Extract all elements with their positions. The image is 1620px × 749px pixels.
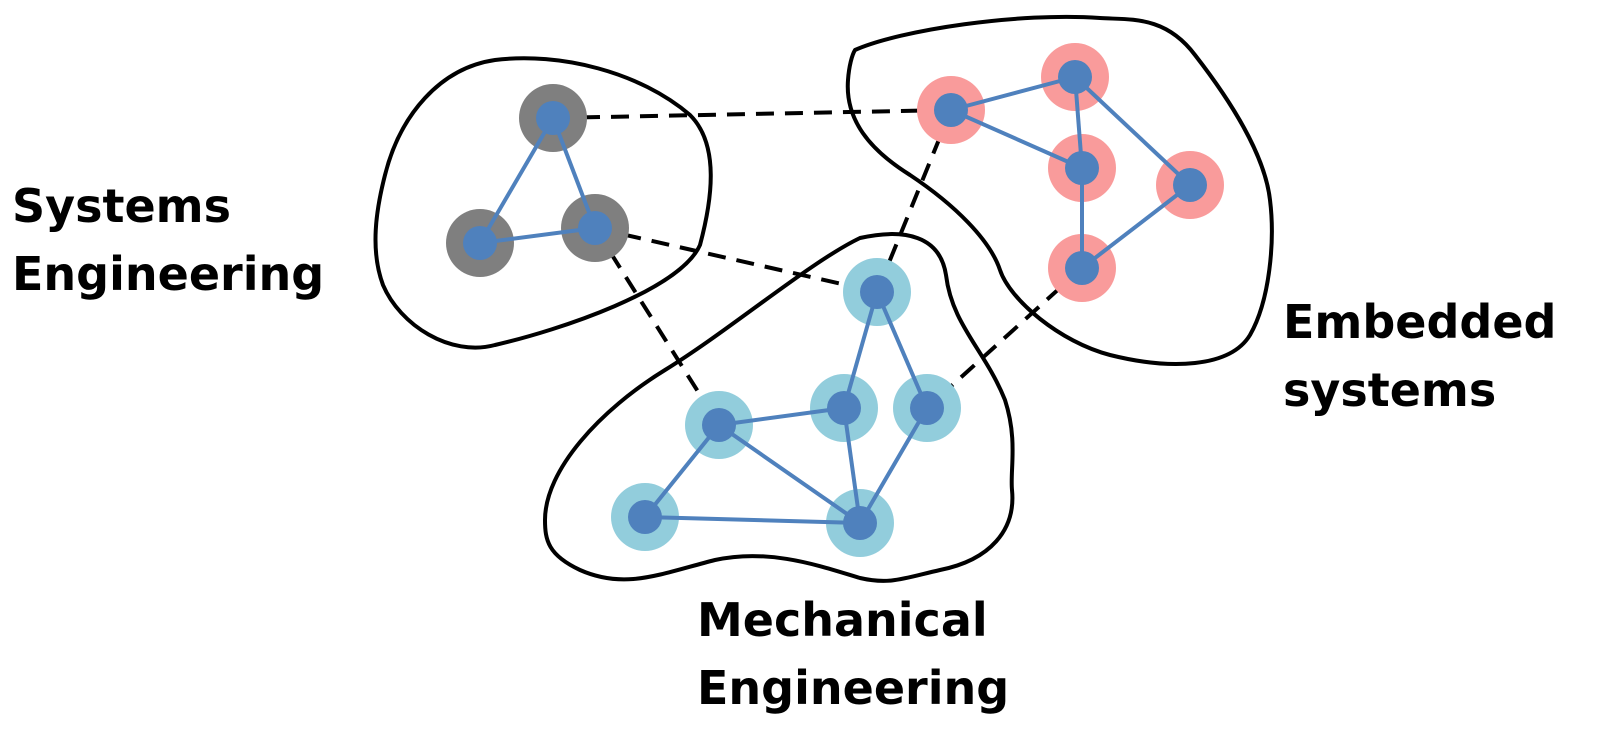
mechanical-label-line2: Engineering	[697, 661, 1010, 715]
mechanical-edge	[644, 515, 861, 525]
link-systems-right-mechanical-top	[594, 226, 878, 294]
embedded-label-line1: Embedded	[1283, 295, 1557, 349]
embedded-systems-label: Embedded systems	[1283, 288, 1556, 424]
mechanical-node	[910, 391, 944, 425]
systems-edge	[551, 117, 597, 229]
mechanical-edge	[718, 406, 845, 427]
systems-label-line1: Systems	[12, 179, 231, 233]
embedded-node	[1058, 60, 1092, 94]
systems-engineering-label: Systems Engineering	[12, 172, 324, 308]
embedded-cluster-outline	[845, 14, 1274, 366]
mechanical-engineering-label: Mechanical Engineering	[697, 586, 1009, 722]
mechanical-node	[860, 275, 894, 309]
mechanical-node	[843, 506, 877, 540]
embedded-edge	[950, 75, 1076, 112]
mechanical-edge	[858, 406, 929, 525]
mechanical-edge	[842, 407, 862, 524]
node-cores	[463, 60, 1207, 540]
link-embedded-bottom-mechanical-right	[925, 266, 1084, 410]
embedded-edge	[950, 108, 1083, 170]
mechanical-node	[702, 408, 736, 442]
systems-node	[536, 101, 570, 135]
intra-cluster-edges	[478, 75, 1192, 525]
embedded-node	[1173, 168, 1207, 202]
embedded-node	[934, 93, 968, 127]
embedded-node	[1065, 251, 1099, 285]
systems-label-line2: Engineering	[12, 247, 325, 301]
mechanical-edge	[643, 423, 721, 519]
mechanical-edge	[842, 291, 879, 409]
mechanical-node	[827, 391, 861, 425]
inter-cluster-links	[552, 108, 1084, 427]
mechanical-edge	[717, 423, 862, 525]
cluster-outlines	[373, 14, 1274, 583]
mechanical-label-line1: Mechanical	[697, 593, 988, 647]
link-systems-right-mechanical-left	[593, 226, 721, 427]
embedded-node	[1065, 151, 1099, 185]
mechanical-edge	[875, 291, 929, 409]
embedded-edge	[1073, 75, 1192, 187]
mechanical-cluster-outline	[543, 232, 1015, 583]
embedded-edge	[1080, 183, 1192, 270]
link-systems-top-embedded-left	[552, 108, 952, 120]
systems-node	[578, 211, 612, 245]
systems-node	[463, 226, 497, 260]
systems-edge	[478, 116, 555, 245]
mechanical-node	[628, 500, 662, 534]
systems-edge	[479, 226, 596, 245]
systems-cluster-outline	[373, 56, 713, 350]
embedded-label-line2: systems	[1283, 363, 1497, 417]
node-halos	[446, 43, 1224, 557]
